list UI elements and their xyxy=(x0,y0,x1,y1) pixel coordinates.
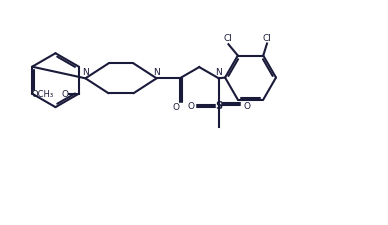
Text: O: O xyxy=(243,101,250,110)
Text: OCH₃: OCH₃ xyxy=(32,89,54,98)
Text: S: S xyxy=(215,101,222,111)
Text: Cl: Cl xyxy=(263,34,272,43)
Text: N: N xyxy=(82,68,88,77)
Text: O: O xyxy=(173,103,180,112)
Text: N: N xyxy=(215,68,222,77)
Text: N: N xyxy=(154,68,160,77)
Text: O: O xyxy=(187,101,194,110)
Text: Cl: Cl xyxy=(223,34,232,43)
Text: O: O xyxy=(61,90,68,99)
